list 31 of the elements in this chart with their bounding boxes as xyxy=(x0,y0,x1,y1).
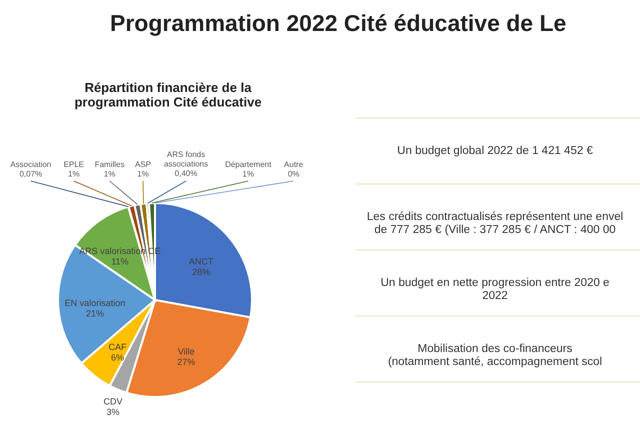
slice-label: Association xyxy=(10,160,52,169)
text: Les crédits contractualisés représentent une envel de 777 285 € (Ville : 377 285 € / ANCT : 400 00 xyxy=(366,211,624,236)
category-label: Autre xyxy=(284,160,304,169)
data-label: 21% xyxy=(86,308,104,319)
slice-label: EN valorisation xyxy=(64,298,126,308)
text: Un budget global 2022 de 1 421 452 € xyxy=(397,145,594,157)
slice-label: ARS fonds associations xyxy=(164,150,208,168)
text: Un budget en nette progression entre 2020 e 2022 xyxy=(380,277,610,302)
data-label: 1% xyxy=(242,170,254,178)
data-label: 0,40% xyxy=(174,169,198,178)
slice-label: ANCT xyxy=(188,256,214,266)
slice-label: EPLE xyxy=(64,160,84,169)
slice-label: Ville xyxy=(178,346,195,356)
data-label: 11% xyxy=(111,256,129,267)
data-label: 28% xyxy=(192,266,210,277)
data-label: 1% xyxy=(104,170,116,178)
data-label: 3% xyxy=(106,407,120,418)
data-label: 1% xyxy=(137,170,149,178)
slice-label: ASP xyxy=(134,160,152,169)
data-label: 0,07% xyxy=(19,170,42,178)
chart-title: Répartition financière de la programmation Cité éducative xyxy=(74,80,262,110)
text: Mobilisation des co-financeurs (notamment santé, accompagnement scol xyxy=(388,343,602,368)
text: Programmation 2022 Cité éducative de Le xyxy=(110,10,566,36)
slice-label: Familles xyxy=(94,160,124,169)
data-label: 1% xyxy=(68,170,80,178)
slice-label: CDV xyxy=(103,396,123,407)
data-label: 6% xyxy=(110,352,124,363)
data-label: 27% xyxy=(177,356,196,367)
slice-label: Département xyxy=(225,160,272,169)
text: 0% xyxy=(288,170,300,178)
slice-label: CAF xyxy=(108,342,128,352)
